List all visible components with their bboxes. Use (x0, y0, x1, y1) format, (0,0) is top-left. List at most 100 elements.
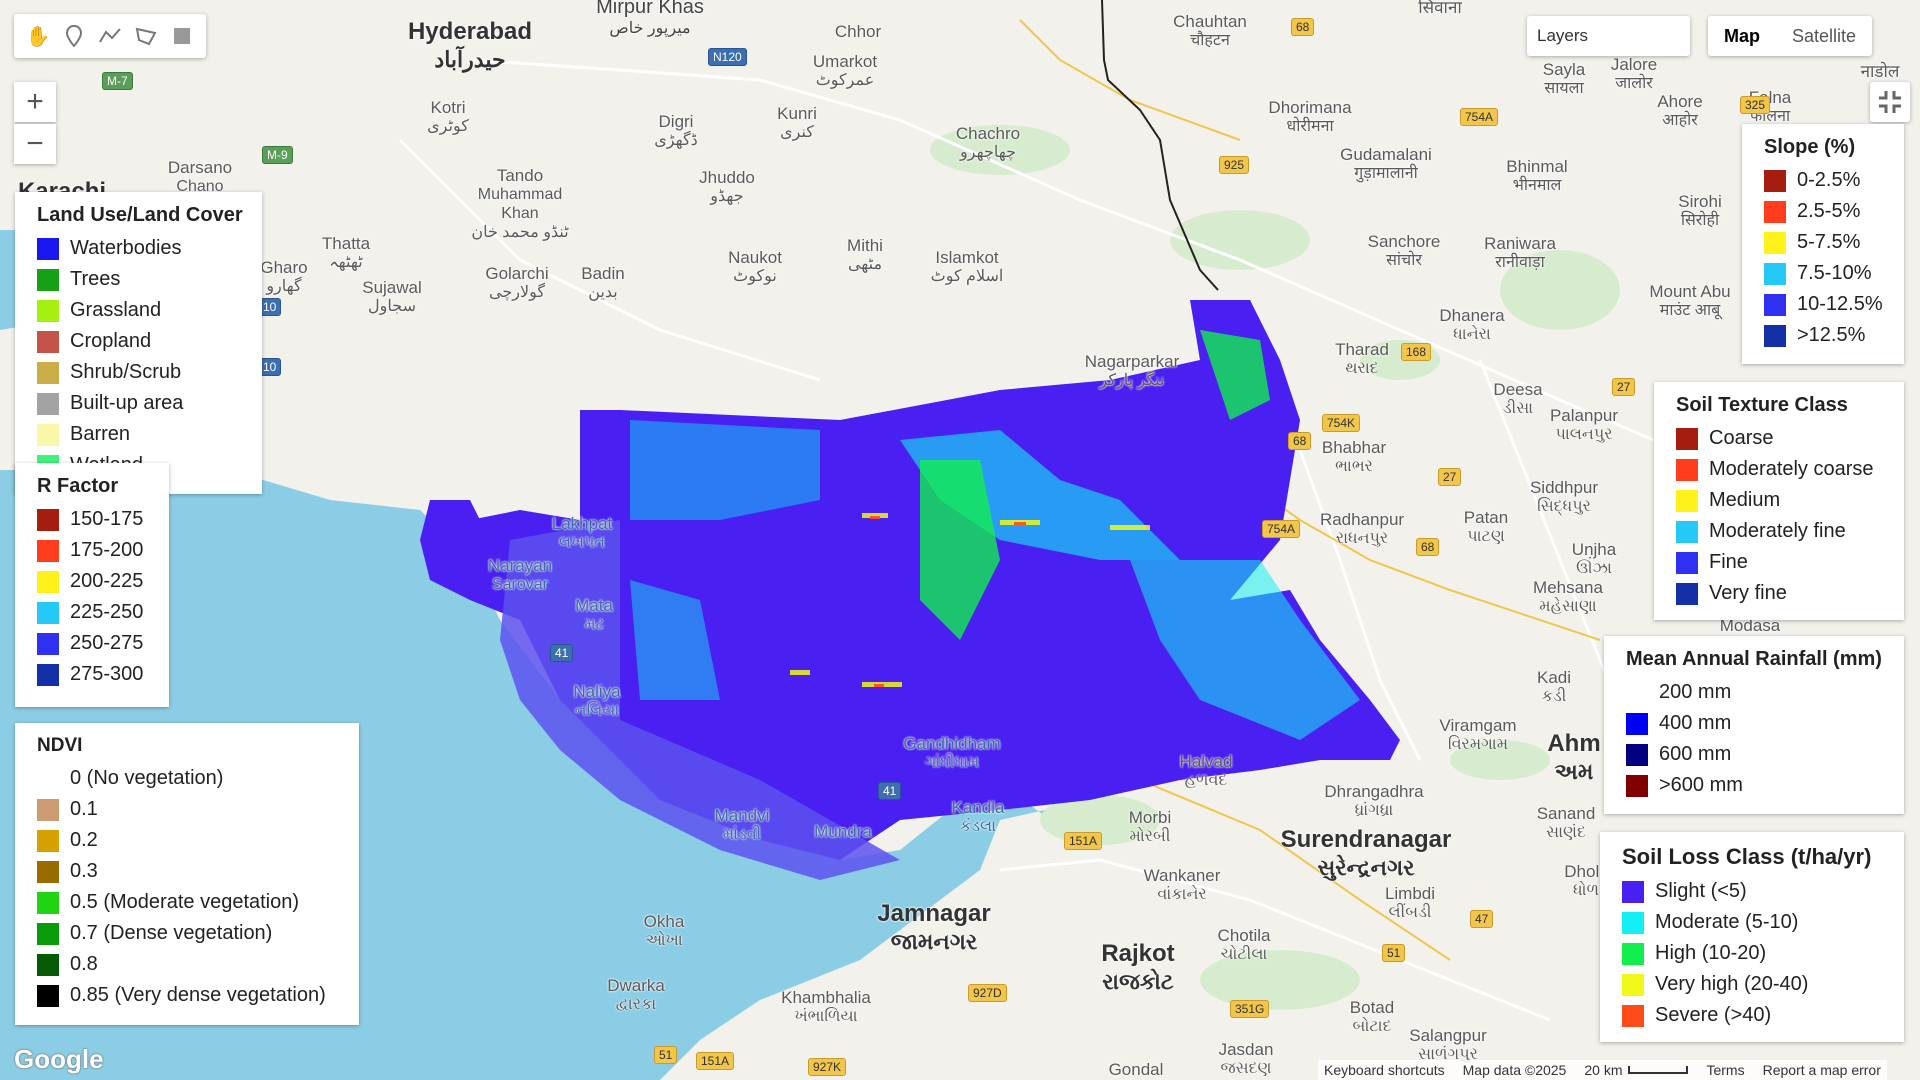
legend-label: 0-2.5% (1797, 169, 1861, 191)
layers-dropdown[interactable]: Layers (1527, 16, 1690, 56)
legend-item: Very fine (1676, 578, 1882, 609)
legend-item: 0 (No vegetation) (37, 763, 337, 794)
legend-land-use: Land Use/Land Cover Waterbodies Trees Gras… (15, 192, 262, 494)
place-label: Sanchore सांचोर (1367, 232, 1441, 269)
polygon-icon[interactable] (128, 16, 164, 56)
place-label: Mehsana મહેસાણા (1533, 578, 1603, 615)
legend-item: Cropland (37, 326, 240, 357)
legend-label: 600 mm (1659, 743, 1732, 765)
place-label: Deesa ડીસા (1493, 380, 1543, 417)
legend-item: High (10-20) (1622, 938, 1882, 969)
legend-swatch (37, 508, 59, 531)
legend-item: 150-175 (37, 504, 147, 535)
legend-label: Shrub/Scrub (70, 361, 182, 383)
legend-title: Land Use/Land Cover (37, 204, 243, 226)
legend-label: Moderate (5-10) (1655, 911, 1799, 933)
place-label: Narayan Sarovar (487, 556, 553, 593)
marker-icon[interactable] (56, 16, 92, 56)
legend-swatch (1676, 489, 1698, 512)
road-shield: 27 (1612, 378, 1636, 396)
zoom-out-button[interactable]: − (14, 124, 56, 164)
legend-title: NDVI (37, 735, 83, 756)
place-label: Okha ઓખા (643, 912, 685, 949)
legend-label: 200 mm (1659, 681, 1732, 703)
legend-label: Moderately fine (1709, 520, 1846, 542)
legend-label: Coarse (1709, 427, 1774, 449)
legend-swatch (1626, 774, 1648, 797)
place-label: Mundra (814, 822, 872, 841)
legend-swatch (1622, 942, 1644, 965)
legend-swatch (37, 330, 59, 353)
keyboard-shortcuts-link[interactable]: Keyboard shortcuts (1324, 1062, 1445, 1078)
place-label: Hyderabad حیدرآباد (407, 18, 533, 72)
legend-item: 10-12.5% (1764, 289, 1883, 320)
hand-icon[interactable]: ✋ (25, 25, 51, 48)
legend-item: 0.5 (Moderate vegetation) (37, 887, 337, 918)
legend-label: 0.8 (70, 953, 98, 975)
road-shield: 927K (808, 1058, 847, 1076)
place-label: Tharad થરાદ (1335, 340, 1389, 377)
road-shield: 927D (968, 984, 1007, 1002)
google-logo: Google (14, 1044, 104, 1074)
legend-item: 175-200 (37, 535, 147, 566)
place-label: Jasdan જસદણ (1218, 1040, 1274, 1077)
fullscreen-button[interactable] (1870, 82, 1910, 122)
legend-item: 600 mm (1626, 739, 1882, 770)
legend-label: High (10-20) (1655, 942, 1767, 964)
scale-bar[interactable]: 20 km (1584, 1062, 1689, 1078)
rectangle-icon[interactable] (164, 16, 200, 56)
place-label: Badin بدین (581, 264, 625, 301)
legend-item: Medium (1676, 485, 1882, 516)
legend-swatch (37, 268, 59, 291)
map-type-map-button[interactable]: Map (1724, 25, 1760, 46)
place-label: Thatta ٹھٹھہ (321, 234, 371, 271)
legend-label: Barren (70, 423, 131, 445)
legend-label: Waterbodies (70, 237, 182, 259)
place-label: Dwarka દ્વારકા (607, 976, 665, 1013)
place-label: Gudamalani गुड़ामालानी (1340, 145, 1432, 182)
legend-swatch (1622, 1004, 1644, 1027)
legend-swatch (1626, 681, 1648, 704)
road-shield: 325 (1740, 96, 1771, 114)
legend-label: 2.5-5% (1797, 200, 1861, 222)
road-shield: 10 (258, 298, 282, 316)
legend-item: Shrub/Scrub (37, 357, 240, 388)
road-shield: M-7 (102, 72, 133, 90)
legend-label: Very high (20-40) (1655, 973, 1809, 995)
scale-line (1628, 1066, 1689, 1074)
legend-label: 0 (No vegetation) (70, 767, 224, 789)
terms-link[interactable]: Terms (1706, 1062, 1745, 1078)
fullscreen-icon (1879, 91, 1901, 113)
legend-swatch (37, 891, 59, 914)
legend-item: Severe (>40) (1622, 1000, 1882, 1031)
place-label: Umarkot عمرکوٹ (812, 52, 878, 89)
road-shield: 351G (1230, 1000, 1270, 1018)
legend-item: 2.5-5% (1764, 196, 1882, 227)
legend-swatch (1764, 293, 1786, 316)
polyline-icon[interactable] (92, 16, 128, 56)
legend-swatch (37, 829, 59, 852)
place-label: Ahm અમ (1547, 730, 1601, 784)
place-label: Dholk ધોળ (1564, 862, 1608, 899)
legend-swatch (1764, 231, 1786, 254)
legend-item: Trees (37, 264, 240, 295)
soil-loss-overlay (420, 300, 1400, 880)
report-error-link[interactable]: Report a map error (1762, 1062, 1881, 1078)
place-label: Mirpur Khas میرپور خاص (596, 0, 704, 37)
map-type-satellite-button[interactable]: Satellite (1792, 25, 1857, 46)
legend-item: 275-300 (37, 659, 147, 690)
road-shield: 51 (1382, 944, 1406, 962)
place-label: Sirohi सिरोही (1678, 192, 1722, 229)
legend-label: 200-225 (70, 570, 144, 592)
road-shield: 754A (1460, 108, 1499, 126)
legend-label: Built-up area (70, 392, 184, 414)
zoom-in-button[interactable]: + (14, 82, 56, 122)
place-label: Viramgam વિરમગામ (1439, 716, 1517, 753)
place-label: Bhabhar ભાભર (1321, 438, 1387, 475)
legend-swatch (37, 361, 59, 384)
place-label: Dhanera ધાનેરા (1439, 306, 1505, 343)
place-label: Unjha ઊંઝા (1571, 540, 1617, 577)
legend-item: 200-225 (37, 566, 147, 597)
place-label: Lakhpat લખપત (551, 514, 613, 551)
legend-item: Waterbodies (37, 233, 240, 264)
